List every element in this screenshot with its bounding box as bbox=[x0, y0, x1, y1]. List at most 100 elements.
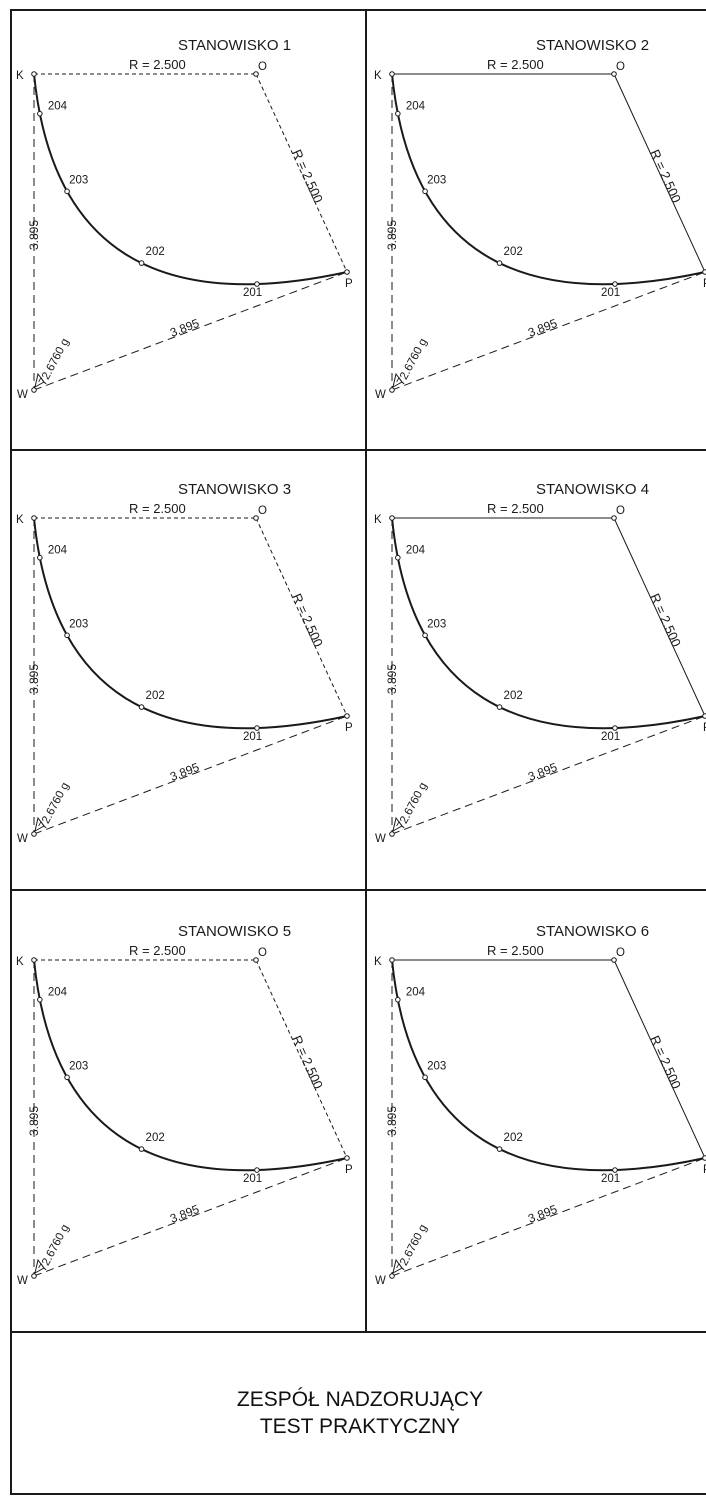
point-w-label: W bbox=[17, 833, 28, 845]
point-o-label: O bbox=[616, 947, 625, 959]
point-w-marker bbox=[389, 1273, 395, 1279]
side-label: 3.895 bbox=[27, 664, 41, 694]
radius-label-top: R = 2.500 bbox=[487, 501, 544, 516]
point-w-label: W bbox=[17, 1275, 28, 1287]
point-o-label: O bbox=[258, 61, 267, 73]
point-k-label: K bbox=[16, 514, 24, 526]
point-o-marker bbox=[253, 71, 259, 77]
angle-marker bbox=[392, 1258, 403, 1274]
radius-label-top: R = 2.500 bbox=[129, 943, 186, 958]
point-203-marker bbox=[422, 1074, 428, 1081]
point-202-label: 202 bbox=[146, 690, 165, 702]
station-panel-6: STANOWISKO 6 204 203 202 201 K O P W R = 2.500 R =… bbox=[374, 923, 706, 1287]
point-w-label: W bbox=[17, 389, 28, 401]
chord-line-wp bbox=[391, 271, 706, 391]
point-p-label: P bbox=[703, 1164, 706, 1176]
point-w-marker bbox=[31, 387, 37, 393]
station-panel-4: STANOWISKO 4 204 203 202 201 K O P W R = 2.500 R =… bbox=[374, 481, 706, 845]
point-p-marker bbox=[344, 713, 350, 719]
arc-curve bbox=[391, 73, 706, 286]
point-k-label: K bbox=[16, 70, 24, 82]
chord-line-wp bbox=[391, 1157, 706, 1277]
chord-label: 3.895 bbox=[526, 1202, 559, 1226]
chord-line-wp bbox=[391, 715, 706, 835]
chord-line-wp bbox=[33, 715, 348, 835]
side-label: 3.895 bbox=[385, 220, 399, 250]
chord-line-wp bbox=[33, 1157, 348, 1277]
point-w-marker bbox=[389, 831, 395, 837]
radius-line-op bbox=[613, 517, 706, 717]
radius-line-op bbox=[613, 959, 706, 1159]
point-204-label: 204 bbox=[406, 545, 426, 557]
arc-curve bbox=[391, 959, 706, 1172]
point-k-label: K bbox=[374, 514, 382, 526]
point-204-marker bbox=[37, 996, 43, 1003]
point-201-label: 201 bbox=[243, 287, 262, 299]
point-204-label: 204 bbox=[48, 987, 68, 999]
chord-label: 3.895 bbox=[526, 316, 559, 340]
footer-line-1: ZESPÓŁ NADZORUJĄCY bbox=[236, 1388, 484, 1411]
point-k-label: K bbox=[374, 70, 382, 82]
point-p-label: P bbox=[703, 722, 706, 734]
point-204-marker bbox=[395, 554, 401, 561]
point-203-marker bbox=[64, 188, 70, 195]
point-204-label: 204 bbox=[406, 101, 426, 113]
radius-label-top: R = 2.500 bbox=[487, 943, 544, 958]
point-k-marker bbox=[31, 71, 37, 77]
radius-label-top: R = 2.500 bbox=[129, 57, 186, 72]
footer-line-2: TEST PRAKTYCZNY bbox=[259, 1415, 461, 1438]
point-201-label: 201 bbox=[243, 1173, 262, 1185]
angle-marker bbox=[392, 816, 403, 832]
radius-label-slant: R = 2.500 bbox=[647, 591, 684, 649]
point-k-label: K bbox=[374, 956, 382, 968]
chord-line-wp bbox=[33, 271, 348, 391]
point-203-label: 203 bbox=[69, 618, 88, 630]
point-203-label: 203 bbox=[69, 1060, 88, 1072]
point-w-marker bbox=[389, 387, 395, 393]
station-title-3: STANOWISKO 3 bbox=[178, 481, 291, 498]
point-k-marker bbox=[31, 957, 37, 963]
point-204-marker bbox=[395, 110, 401, 117]
point-202-marker bbox=[496, 1146, 503, 1152]
point-w-label: W bbox=[375, 389, 386, 401]
arc-curve bbox=[391, 517, 706, 730]
point-o-marker bbox=[253, 957, 259, 963]
chord-label: 3.895 bbox=[168, 760, 201, 784]
point-o-label: O bbox=[616, 61, 625, 73]
point-201-label: 201 bbox=[601, 1173, 620, 1185]
point-k-label: K bbox=[16, 956, 24, 968]
point-k-marker bbox=[389, 957, 395, 963]
point-o-marker bbox=[253, 515, 259, 521]
chord-label: 3.895 bbox=[526, 760, 559, 784]
point-204-marker bbox=[37, 110, 43, 117]
point-202-marker bbox=[138, 260, 145, 266]
radius-line-op bbox=[255, 517, 348, 717]
point-203-label: 203 bbox=[427, 1060, 446, 1072]
point-203-label: 203 bbox=[427, 618, 446, 630]
point-204-label: 204 bbox=[48, 545, 68, 557]
radius-line-op bbox=[255, 959, 348, 1159]
point-o-label: O bbox=[258, 505, 267, 517]
point-204-label: 204 bbox=[406, 987, 426, 999]
point-p-marker bbox=[344, 1155, 350, 1161]
point-o-marker bbox=[611, 515, 617, 521]
point-k-marker bbox=[389, 515, 395, 521]
point-202-label: 202 bbox=[504, 246, 523, 258]
point-o-marker bbox=[611, 71, 617, 77]
arc-curve bbox=[33, 517, 348, 730]
point-p-marker bbox=[702, 269, 706, 275]
point-203-marker bbox=[422, 188, 428, 195]
point-p-marker bbox=[702, 1155, 706, 1161]
angle-marker bbox=[34, 1258, 45, 1274]
point-201-marker bbox=[612, 1167, 618, 1173]
radius-label-top: R = 2.500 bbox=[129, 501, 186, 516]
point-204-label: 204 bbox=[48, 101, 68, 113]
point-202-label: 202 bbox=[146, 246, 165, 258]
station-panel-5: STANOWISKO 5 204 203 202 201 K O P W R = 2.500 R =… bbox=[16, 923, 353, 1287]
point-201-marker bbox=[254, 281, 260, 287]
point-o-label: O bbox=[616, 505, 625, 517]
station-title-2: STANOWISKO 2 bbox=[536, 37, 649, 54]
point-k-marker bbox=[389, 71, 395, 77]
point-202-marker bbox=[138, 1146, 145, 1152]
